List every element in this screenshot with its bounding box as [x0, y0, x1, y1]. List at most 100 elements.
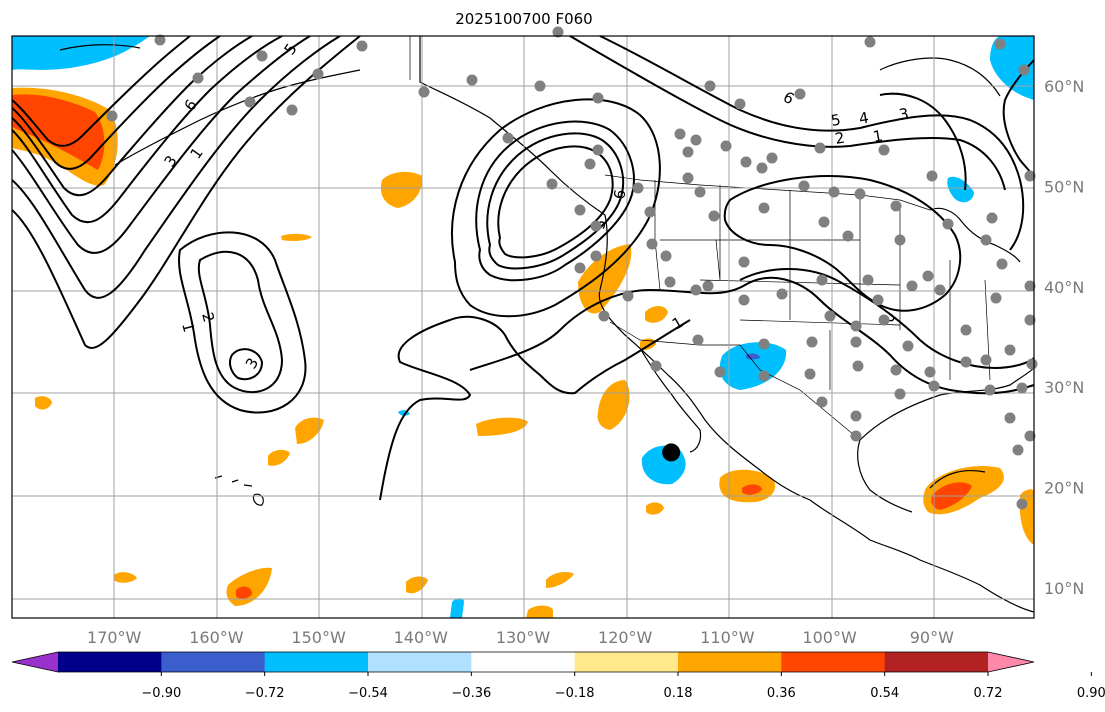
lon-tick-label: 170°W: [87, 628, 142, 647]
station-marker: [862, 274, 874, 286]
station-marker: [902, 340, 914, 352]
station-marker: [356, 40, 368, 52]
station-marker: [682, 146, 694, 158]
lon-tick-label: 150°W: [291, 628, 346, 647]
station-marker: [960, 356, 972, 368]
station-marker: [890, 364, 902, 376]
station-marker: [1016, 498, 1028, 510]
station-marker: [926, 170, 938, 182]
station-marker: [1024, 430, 1036, 442]
lat-tick-label: 20°N: [1044, 479, 1084, 498]
colorbar-extend-low: [12, 652, 58, 672]
lat-tick-label: 30°N: [1044, 378, 1084, 397]
station-marker: [192, 72, 204, 84]
contour-label: 1: [178, 320, 198, 334]
colorbar-tick-label: −0.36: [451, 686, 491, 701]
contour-label: 2: [198, 310, 218, 324]
station-marker: [1024, 170, 1036, 182]
station-marker: [584, 158, 596, 170]
station-marker: [1024, 280, 1036, 292]
station-marker: [692, 334, 704, 346]
contour-label: 1: [872, 127, 885, 146]
lat-tick-label: 40°N: [1044, 278, 1084, 297]
station-marker: [852, 360, 864, 372]
lon-tick-label: 130°W: [496, 628, 551, 647]
station-marker: [1016, 382, 1028, 394]
station-marker: [922, 270, 934, 282]
station-marker: [660, 250, 672, 262]
station-marker: [990, 292, 1002, 304]
colorbar-tick-label: −0.54: [348, 686, 388, 701]
station-markers: [106, 26, 1038, 510]
station-marker: [758, 202, 770, 214]
map-background: [12, 36, 1034, 618]
station-marker: [720, 140, 732, 152]
colorbar-segment: [368, 652, 472, 672]
station-marker: [986, 212, 998, 224]
station-marker: [466, 74, 478, 86]
station-marker: [758, 370, 770, 382]
lat-tick-label: 50°N: [1044, 178, 1084, 197]
station-marker: [664, 276, 676, 288]
station-marker: [312, 68, 324, 80]
station-marker: [934, 284, 946, 296]
station-marker: [1012, 444, 1024, 456]
contour-label: 5: [830, 111, 843, 130]
lon-tick-label: 160°W: [189, 628, 244, 647]
station-marker: [702, 280, 714, 292]
station-marker: [872, 294, 884, 306]
colorbar-tick-label: 0.36: [767, 686, 796, 701]
station-marker: [980, 234, 992, 246]
lon-tick-label: 90°W: [910, 628, 954, 647]
station-marker: [106, 110, 118, 122]
station-marker: [690, 134, 702, 146]
station-marker: [1004, 412, 1016, 424]
station-marker: [286, 104, 298, 116]
colorbar-tick-label: 0.90: [1077, 686, 1105, 701]
station-marker: [924, 366, 936, 378]
station-marker: [878, 144, 890, 156]
station-marker: [798, 180, 810, 192]
anomaly-fills: [12, 36, 1034, 618]
station-marker: [756, 162, 768, 174]
station-marker: [714, 366, 726, 378]
station-marker: [708, 210, 720, 222]
station-marker: [546, 178, 558, 190]
station-marker: [816, 274, 828, 286]
station-marker: [1018, 64, 1030, 76]
station-marker: [994, 38, 1006, 50]
contour-label: 2: [834, 129, 847, 148]
station-marker: [814, 142, 826, 154]
lon-tick-label: 120°W: [598, 628, 653, 647]
station-marker: [818, 216, 830, 228]
station-marker: [694, 186, 706, 198]
station-marker: [850, 320, 862, 332]
colorbar-segment: [781, 652, 886, 672]
station-marker: [854, 188, 866, 200]
station-marker: [842, 230, 854, 242]
lon-tick-label: 110°W: [700, 628, 755, 647]
station-marker: [864, 36, 876, 48]
station-marker: [740, 156, 752, 168]
colorbar-segment: [678, 652, 782, 672]
station-marker: [534, 80, 546, 92]
station-marker: [794, 88, 806, 100]
station-marker: [942, 218, 954, 230]
station-marker: [644, 206, 656, 218]
gridlines: [12, 36, 1034, 618]
colorbar-segment: [574, 652, 679, 672]
longitude-tick-labels: 170°W 160°W 150°W 140°W 130°W 120°W 110°W 100°W…: [87, 628, 954, 647]
colorbar-tick-label: 0.18: [664, 686, 693, 701]
station-marker: [154, 34, 166, 46]
station-marker: [824, 310, 836, 322]
map-title: 2025100700 F060: [455, 10, 593, 28]
station-marker: [646, 238, 658, 250]
station-marker: [928, 380, 940, 392]
station-marker: [598, 310, 610, 322]
station-marker: [906, 280, 918, 292]
colorbar-tick-label: −0.90: [141, 686, 181, 701]
station-marker: [734, 98, 746, 110]
station-marker: [1024, 314, 1036, 326]
colorbar-segment: [264, 652, 369, 672]
